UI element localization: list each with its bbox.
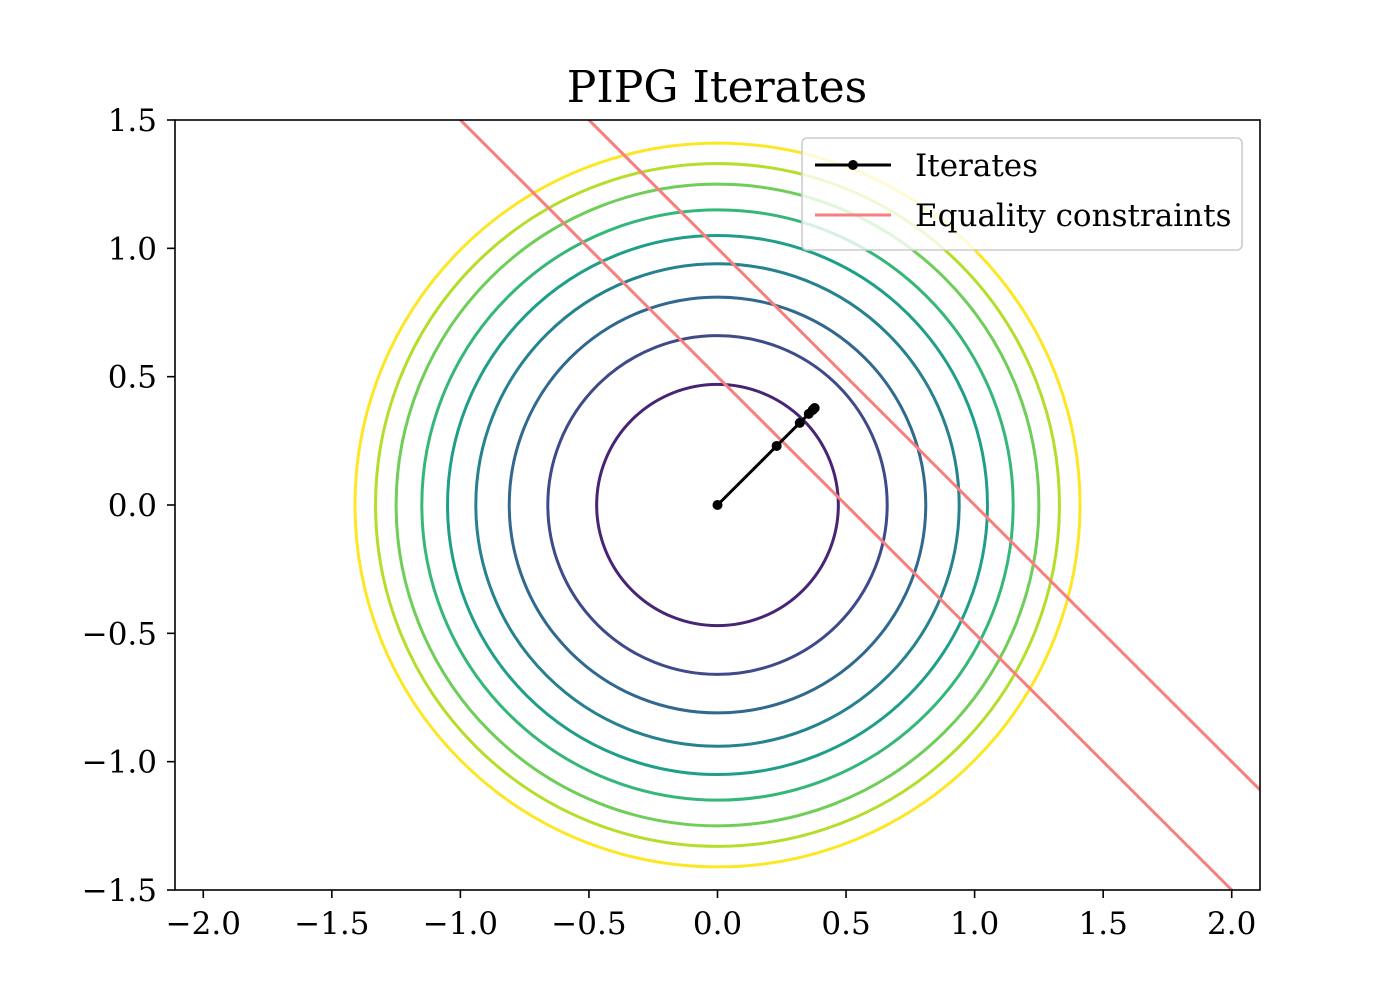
x-tick-label: 0.5 <box>821 906 870 942</box>
y-tick-label: 1.5 <box>108 103 157 139</box>
chart-title: PIPG Iterates <box>567 62 867 113</box>
legend: Iterates Equality constraints <box>801 137 1243 251</box>
x-tick-label: 0.0 <box>693 906 742 942</box>
x-tick-label: 1.0 <box>950 906 999 942</box>
contour-5 <box>446 234 989 776</box>
x-tick-label: −2.0 <box>166 906 241 942</box>
iterate-point-2 <box>794 417 805 428</box>
legend-frame <box>801 137 1243 251</box>
legend-iterates-label: Iterates <box>915 148 1038 184</box>
contour-1 <box>595 382 840 628</box>
x-tick-label: 1.5 <box>1079 906 1128 942</box>
y-tick-label: 1.0 <box>108 231 157 267</box>
contour-7 <box>394 182 1041 828</box>
x-tick-label: −1.0 <box>423 906 498 942</box>
constraint-line-1 <box>458 120 1234 890</box>
legend-constraints-label: Equality constraints <box>915 198 1231 234</box>
y-tick-label: −1.5 <box>82 873 157 909</box>
y-axis: −1.5 −1.0 −0.5 0.0 0.5 1.0 1.5 <box>82 103 175 909</box>
iterate-point-6 <box>809 402 820 413</box>
iterate-point-0 <box>712 500 723 510</box>
iterate-point-1 <box>771 440 782 451</box>
y-tick-label: 0.5 <box>108 360 157 396</box>
y-tick-label: 0.0 <box>108 488 157 524</box>
constraint-line-2 <box>586 120 1260 791</box>
y-tick-label: −0.5 <box>82 616 157 652</box>
x-tick-label: 2.0 <box>1207 906 1256 942</box>
contour-6 <box>420 208 1015 802</box>
contour-3 <box>507 295 928 715</box>
contour-9 <box>353 141 1082 869</box>
x-tick-label: −0.5 <box>551 906 626 942</box>
plot-area <box>353 120 1260 890</box>
contour-8 <box>374 162 1061 848</box>
legend-iterates-marker <box>848 160 858 170</box>
y-tick-label: −1.0 <box>82 745 157 781</box>
x-tick-label: −1.5 <box>294 906 369 942</box>
contour-2 <box>546 334 889 676</box>
x-axis: −2.0 −1.5 −1.0 −0.5 0.0 0.5 1.0 1.5 2.0 <box>166 890 1256 942</box>
contour-4 <box>474 262 961 748</box>
